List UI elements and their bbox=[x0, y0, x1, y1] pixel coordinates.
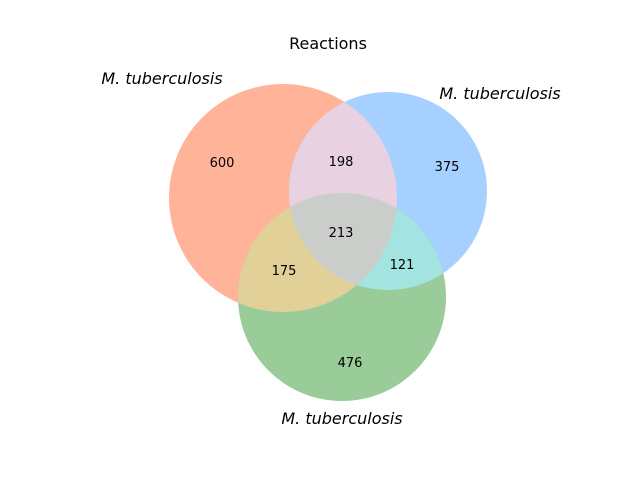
set-c-label: M. tuberculosis bbox=[281, 409, 402, 428]
region-ac-count: 175 bbox=[272, 264, 297, 279]
diagram-title: Reactions bbox=[289, 34, 367, 53]
region-ab-count: 198 bbox=[329, 155, 354, 170]
region-bc-count: 121 bbox=[390, 258, 415, 273]
set-a-label: M. tuberculosis bbox=[101, 69, 222, 88]
set-b-label: M. tuberculosis bbox=[439, 84, 560, 103]
region-a-only-count: 600 bbox=[210, 156, 235, 171]
region-abc-count: 213 bbox=[329, 226, 354, 241]
region-c-only-count: 476 bbox=[338, 356, 363, 371]
region-b-only-count: 375 bbox=[435, 160, 460, 175]
